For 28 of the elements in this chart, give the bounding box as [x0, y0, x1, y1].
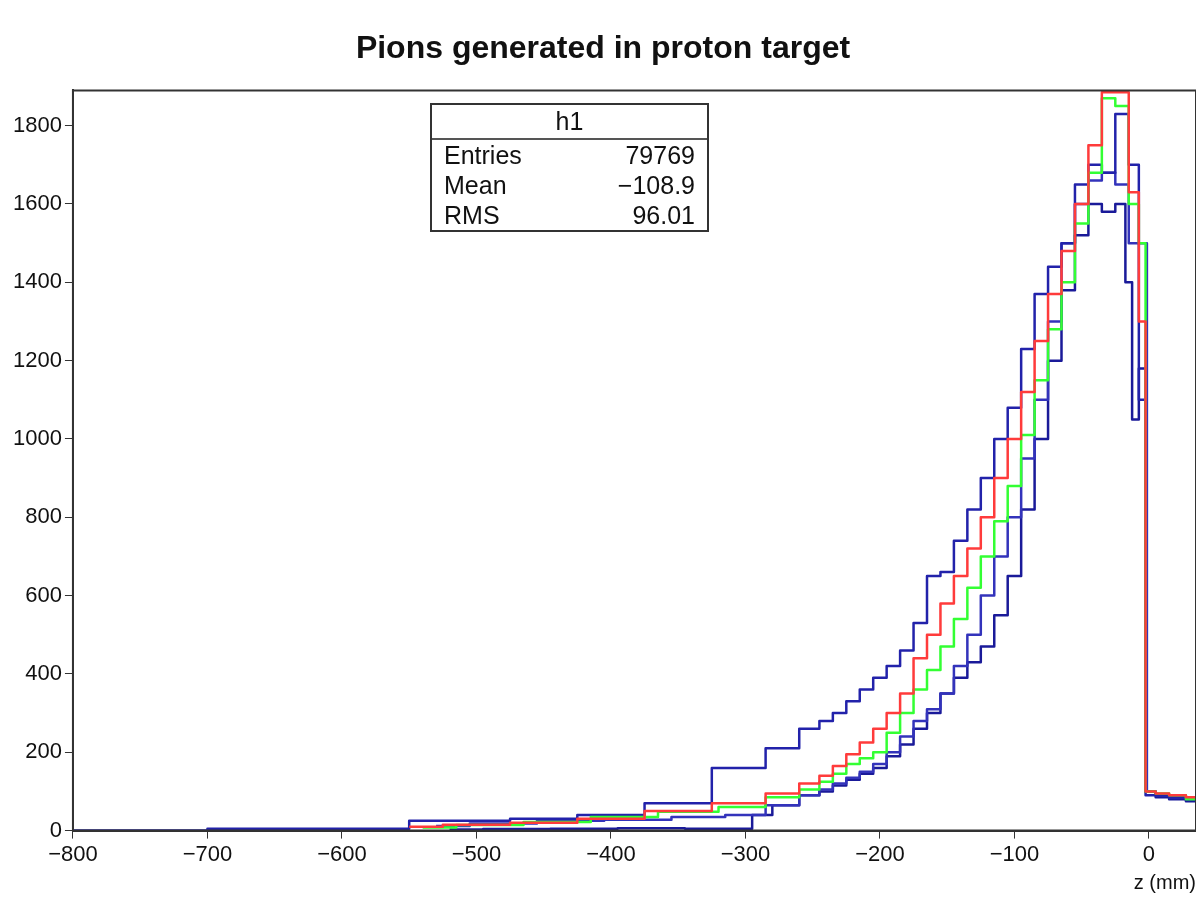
y-tick-label: 800 — [25, 503, 62, 529]
x-tick-label: −200 — [855, 840, 905, 866]
x-tick-label: −600 — [317, 840, 367, 866]
annotation: Entries — [444, 140, 522, 170]
y-tick-label: 0 — [49, 816, 62, 842]
y-tick-label: 600 — [25, 581, 62, 607]
x-tick-label: 0 — [1142, 840, 1156, 866]
x-tick-label: −800 — [48, 840, 98, 866]
y-tick-label: 1400 — [12, 268, 62, 294]
x-tick-label: −300 — [720, 840, 771, 866]
annotation: 79769 — [625, 140, 695, 170]
chart-title: Pions generated in proton target — [355, 29, 851, 66]
x-tick-label: −400 — [586, 840, 636, 866]
annotation: −108.9 — [617, 170, 695, 200]
annotation: h1 — [432, 105, 707, 140]
y-tick-label: 1800 — [12, 111, 62, 137]
y-tick-label: 400 — [25, 660, 62, 686]
annotation: 96.01 — [632, 200, 695, 230]
x-axis-title: z (mm) — [1133, 870, 1196, 893]
y-tick-label: 200 — [25, 738, 62, 764]
y-tick-label: 1200 — [12, 346, 62, 372]
annotation: RMS — [444, 200, 500, 230]
y-tick-label: 1600 — [12, 190, 62, 216]
annotation: Mean — [444, 170, 507, 200]
x-tick-label: −500 — [451, 840, 502, 866]
x-tick-label: −100 — [989, 840, 1040, 866]
x-tick-label: −700 — [182, 840, 233, 866]
y-tick-label: 1000 — [12, 425, 62, 451]
